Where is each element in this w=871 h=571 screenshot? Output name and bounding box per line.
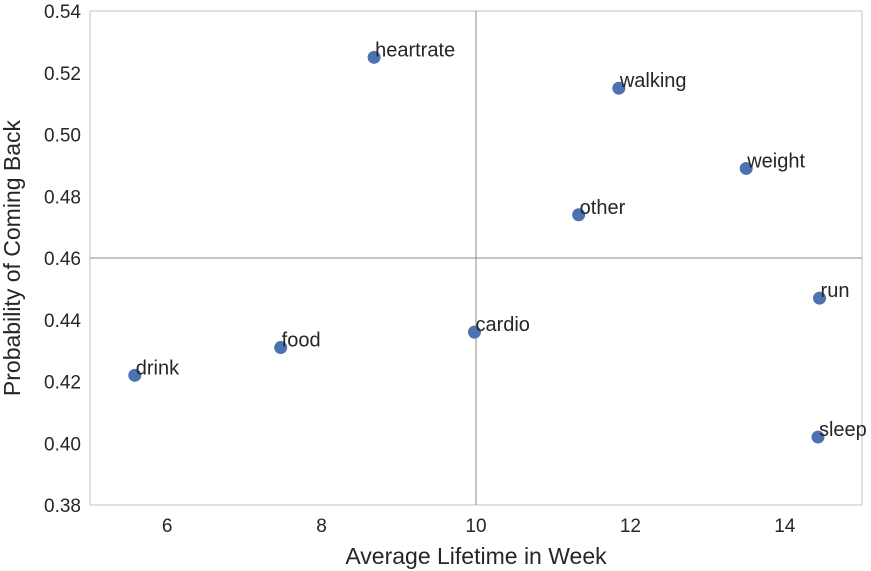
y-tick-label: 0.54 [44, 2, 81, 23]
data-point-drink [128, 368, 142, 382]
data-point-walking [612, 81, 626, 95]
point-label-other: other [580, 197, 626, 219]
x-axis-label: Average Lifetime in Week [345, 543, 607, 569]
point-label-cardio: cardio [475, 314, 529, 336]
data-point-cardio [467, 325, 481, 339]
data-point-sleep [811, 430, 825, 444]
y-tick-label: 0.42 [44, 373, 81, 394]
data-points: heartrate walking weight other run cardio food… [128, 39, 867, 444]
data-point-weight [739, 161, 753, 175]
point-label-run: run [821, 280, 850, 302]
data-point-other [572, 208, 586, 222]
y-tick-label: 0.38 [44, 496, 81, 517]
data-point-run [813, 291, 827, 305]
y-tick-label: 0.50 [44, 126, 81, 147]
data-point-heartrate [367, 50, 381, 64]
y-tick-label: 0.48 [44, 187, 81, 208]
x-tick-label: 14 [774, 516, 796, 537]
x-axis-ticks: 6 8 10 12 14 [162, 516, 796, 537]
y-axis-ticks: 0.38 0.40 0.42 0.44 0.46 0.48 0.50 0.52 0.54 [44, 2, 81, 517]
point-label-sleep: sleep [819, 419, 867, 441]
point-label-heartrate: heartrate [375, 39, 455, 61]
x-tick-label: 8 [316, 516, 327, 537]
point-label-walking: walking [619, 70, 687, 92]
x-tick-label: 12 [620, 516, 641, 537]
data-point-food [274, 341, 288, 355]
y-tick-label: 0.40 [44, 434, 81, 455]
point-label-drink: drink [136, 357, 180, 379]
x-tick-label: 6 [162, 516, 173, 537]
y-tick-label: 0.46 [44, 249, 81, 270]
point-label-food: food [282, 330, 321, 352]
y-tick-label: 0.44 [44, 311, 81, 332]
point-label-weight: weight [746, 150, 805, 172]
reference-lines [90, 11, 862, 505]
y-tick-label: 0.52 [44, 64, 81, 85]
x-tick-label: 10 [465, 516, 486, 537]
y-axis-label: Probability of Coming Back [0, 119, 25, 396]
